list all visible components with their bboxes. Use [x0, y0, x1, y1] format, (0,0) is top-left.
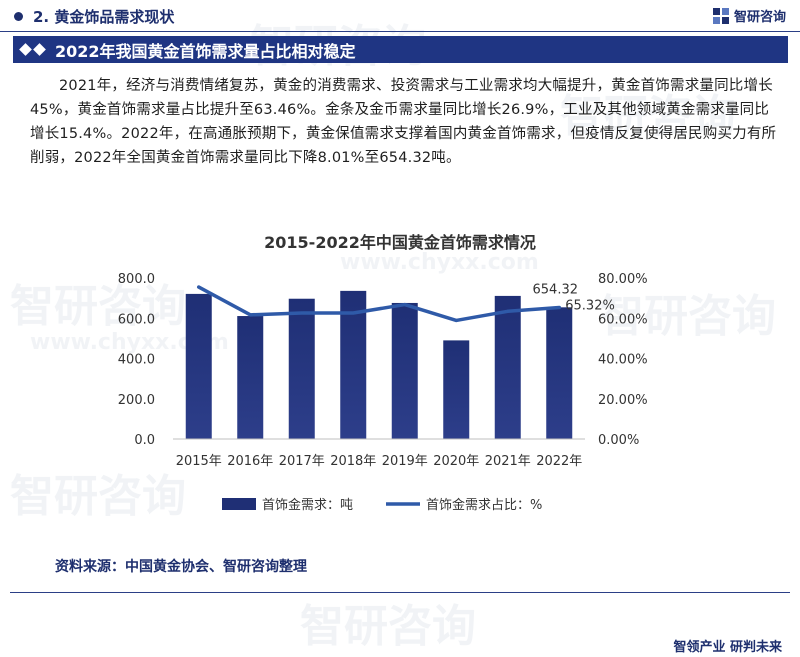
bar-2021年 [494, 295, 521, 439]
data-label-line: 65.32% [565, 299, 615, 314]
bar-2017年 [288, 298, 315, 439]
section-title: 2. 黄金饰品需求现状 [33, 7, 175, 26]
combo-chart: 2015-2022年中国黄金首饰需求情况 0.0 200.0 400.0 600.0 8… [118, 233, 648, 513]
x-tick-label: 2021年 [485, 454, 531, 469]
diamond-icons [19, 43, 49, 56]
diamond-icon [19, 43, 32, 56]
bar-2020年 [443, 340, 470, 439]
bar-2016年 [237, 316, 264, 439]
body-paragraph: 2021年，经济与消费情绪复苏，黄金的消费需求、投资需求与工业需求均大幅提升，黄… [30, 78, 777, 166]
divider [0, 31, 800, 32]
brand-logo: 智研咨询 [712, 6, 786, 25]
x-tick-label: 2015年 [176, 454, 222, 469]
share-line [197, 285, 561, 323]
y-left-tick-label: 0.0 [134, 433, 155, 448]
x-tick-label: 2017年 [279, 454, 325, 469]
line-point-2020年 [454, 318, 458, 322]
y-left-tick-label: 200.0 [118, 393, 155, 408]
line-point-2019年 [403, 303, 407, 307]
line-point-2017年 [300, 311, 304, 315]
x-tick-label: 2016年 [227, 454, 273, 469]
y-left-tick-label: 800.0 [118, 272, 155, 287]
line-point-2021年 [506, 309, 510, 313]
source-note: 资料来源：中国黄金协会、智研咨询整理 [55, 559, 307, 575]
x-tick-label: 2019年 [382, 454, 428, 469]
x-tick-label: 2020年 [433, 454, 479, 469]
line-point-2015年 [197, 285, 201, 289]
line-point-2018年 [351, 311, 355, 315]
y-left-tick-label: 400.0 [118, 353, 155, 368]
bullet-dot-icon [14, 11, 23, 21]
y-left-tick-label: 600.0 [118, 312, 155, 327]
y-right-tick-label: 60.00% [598, 312, 648, 327]
bar-2018年 [340, 290, 367, 439]
diamond-icon [33, 43, 46, 56]
bar-2015年 [185, 293, 212, 439]
y-right-tick-label: 80.00% [598, 272, 648, 287]
brand-name: 智研咨询 [733, 10, 786, 25]
y-right-tick-label: 0.00% [598, 433, 639, 448]
line-point-2022年 [557, 306, 561, 310]
legend-swatch-bar [222, 498, 256, 510]
banner: 2022年我国黄金首饰需求量占比相对稳定 [13, 36, 788, 63]
bar-2022年 [546, 307, 573, 439]
line-point-2016年 [248, 313, 252, 317]
data-label-bar: 654.32 [533, 282, 579, 297]
brand-logo-icon [712, 7, 729, 24]
watermark: 智研咨询 [300, 601, 476, 652]
legend-label-bar: 首饰金需求：吨 [262, 497, 353, 513]
x-tick-label: 2022年 [536, 454, 582, 469]
banner-title: 2022年我国黄金首饰需求量占比相对稳定 [55, 41, 356, 61]
x-tick-label: 2018年 [330, 454, 376, 469]
top-bar: 2. 黄金饰品需求现状 智研咨询 [0, 0, 800, 32]
chart-title: 2015-2022年中国黄金首饰需求情况 [264, 233, 536, 252]
bar-2019年 [391, 302, 418, 439]
legend-label-line: 首饰金需求占比：% [426, 497, 542, 513]
y-right-tick-label: 40.00% [598, 353, 648, 368]
footer-slogan: 智领产业 研判未来 [673, 640, 782, 655]
y-right-tick-label: 20.00% [598, 393, 648, 408]
divider [10, 592, 790, 593]
